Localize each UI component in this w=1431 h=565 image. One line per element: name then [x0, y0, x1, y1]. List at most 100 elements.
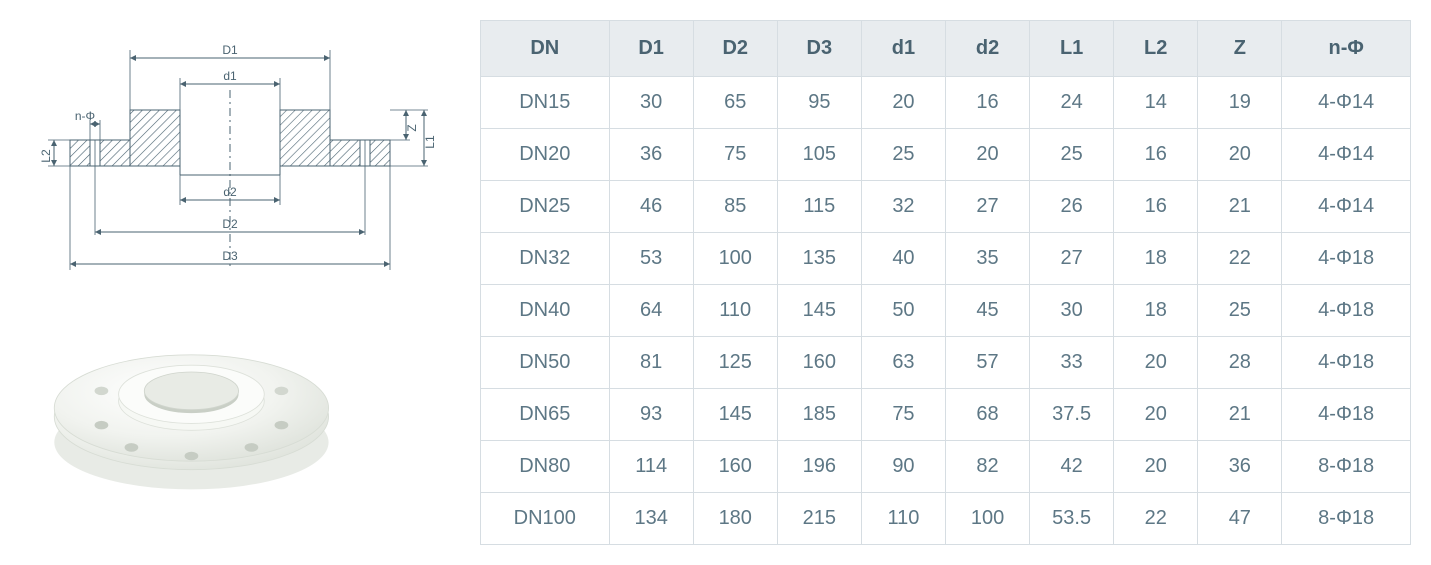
table-cell: 46 [609, 181, 693, 233]
table-cell: 8-Φ18 [1282, 493, 1411, 545]
table-cell: 30 [1030, 285, 1114, 337]
table-cell: 115 [777, 181, 861, 233]
table-cell: 110 [861, 493, 945, 545]
table-cell: 21 [1198, 389, 1282, 441]
table-row: DN6593145185756837.520214-Φ18 [481, 389, 1411, 441]
table-cell: 19 [1198, 77, 1282, 129]
dim-d2: d2 [223, 185, 237, 199]
table-cell: 4-Φ18 [1282, 337, 1411, 389]
dim-D2: D2 [222, 217, 238, 231]
table-cell: DN80 [481, 441, 610, 493]
table-cell: 20 [1198, 129, 1282, 181]
table-cell: 134 [609, 493, 693, 545]
table-cell: 32 [861, 181, 945, 233]
table-cell: 4-Φ18 [1282, 389, 1411, 441]
table-cell: DN25 [481, 181, 610, 233]
table-cell: 25 [861, 129, 945, 181]
table-cell: 45 [945, 285, 1029, 337]
table-cell: 25 [1030, 129, 1114, 181]
dim-D3: D3 [222, 249, 238, 263]
table-cell: 100 [693, 233, 777, 285]
table-cell: 145 [777, 285, 861, 337]
table-cell: 215 [777, 493, 861, 545]
table-cell: 125 [693, 337, 777, 389]
dim-Z: Z [405, 124, 419, 131]
table-row: DN20367510525202516204-Φ14 [481, 129, 1411, 181]
table-row: DN8011416019690824220368-Φ18 [481, 441, 1411, 493]
table-cell: 100 [945, 493, 1029, 545]
table-cell: 16 [1114, 181, 1198, 233]
table-row: DN25468511532272616214-Φ14 [481, 181, 1411, 233]
table-body: DN1530659520162414194-Φ14DN2036751052520… [481, 77, 1411, 545]
table-header-cell: D1 [609, 21, 693, 77]
table-cell: 90 [861, 441, 945, 493]
table-cell: 4-Φ14 [1282, 129, 1411, 181]
table-cell: 20 [1114, 389, 1198, 441]
table-cell: 95 [777, 77, 861, 129]
table-cell: 65 [693, 77, 777, 129]
table-header-cell: DN [481, 21, 610, 77]
table-cell: 28 [1198, 337, 1282, 389]
table-cell: 4-Φ18 [1282, 285, 1411, 337]
table-cell: 145 [693, 389, 777, 441]
table-cell: 63 [861, 337, 945, 389]
table-cell: 50 [861, 285, 945, 337]
table-cell: 42 [1030, 441, 1114, 493]
dim-d1: d1 [223, 69, 237, 83]
table-cell: 35 [945, 233, 1029, 285]
table-row: DN325310013540352718224-Φ18 [481, 233, 1411, 285]
table-header-row: DND1D2D3d1d2L1L2Zn-Φ [481, 21, 1411, 77]
table-header-cell: d2 [945, 21, 1029, 77]
flange-cross-section-diagram: D1 d1 n-Φ d2 D2 D3 L2 [20, 20, 440, 285]
table-cell: 25 [1198, 285, 1282, 337]
table-cell: 33 [1030, 337, 1114, 389]
table-cell: 37.5 [1030, 389, 1114, 441]
table-cell: 22 [1198, 233, 1282, 285]
table-cell: 75 [693, 129, 777, 181]
table-cell: DN20 [481, 129, 610, 181]
table-cell: 53 [609, 233, 693, 285]
table-cell: 16 [945, 77, 1029, 129]
table-cell: DN15 [481, 77, 610, 129]
table-cell: 36 [609, 129, 693, 181]
table-cell: DN32 [481, 233, 610, 285]
table-cell: 105 [777, 129, 861, 181]
table-cell: 24 [1030, 77, 1114, 129]
table-cell: 196 [777, 441, 861, 493]
table-cell: 20 [1114, 441, 1198, 493]
table-header-cell: L1 [1030, 21, 1114, 77]
table-cell: 16 [1114, 129, 1198, 181]
table-cell: 8-Φ18 [1282, 441, 1411, 493]
table-header-cell: d1 [861, 21, 945, 77]
table-header-cell: n-Φ [1282, 21, 1411, 77]
table-cell: 40 [861, 233, 945, 285]
table-row: DN1530659520162414194-Φ14 [481, 77, 1411, 129]
dim-L2: L2 [39, 149, 53, 163]
table-cell: 180 [693, 493, 777, 545]
table-row: DN10013418021511010053.522478-Φ18 [481, 493, 1411, 545]
table-cell: 22 [1114, 493, 1198, 545]
table-cell: 53.5 [1030, 493, 1114, 545]
table-cell: 160 [777, 337, 861, 389]
table-cell: 47 [1198, 493, 1282, 545]
dim-L1: L1 [423, 135, 437, 149]
table-cell: 114 [609, 441, 693, 493]
table-header-cell: Z [1198, 21, 1282, 77]
table-cell: 18 [1114, 285, 1198, 337]
table-cell: 14 [1114, 77, 1198, 129]
table-cell: DN100 [481, 493, 610, 545]
table-cell: 20 [1114, 337, 1198, 389]
table-header-cell: L2 [1114, 21, 1198, 77]
table-cell: DN65 [481, 389, 610, 441]
table-cell: 57 [945, 337, 1029, 389]
table-cell: 36 [1198, 441, 1282, 493]
table-cell: DN50 [481, 337, 610, 389]
table-cell: 82 [945, 441, 1029, 493]
table-cell: 20 [861, 77, 945, 129]
table-cell: 18 [1114, 233, 1198, 285]
table-cell: 110 [693, 285, 777, 337]
table-cell: 185 [777, 389, 861, 441]
table-cell: 26 [1030, 181, 1114, 233]
table-cell: 75 [861, 389, 945, 441]
flange-photo [20, 305, 440, 516]
